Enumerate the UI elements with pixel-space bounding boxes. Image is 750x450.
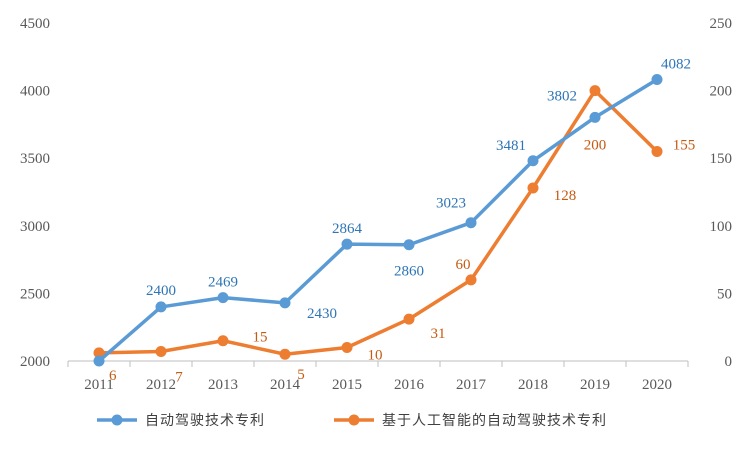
data-label: 31 xyxy=(431,326,446,342)
data-labels-layer: 2400 2469 2430 2864 2860 3023 3481 3802 4082 6 7 15… xyxy=(109,57,695,386)
y-right-tick-label: 200 xyxy=(710,84,733,100)
series-1-point xyxy=(403,313,415,325)
x-tick-label: 2019 xyxy=(580,377,610,393)
data-label: 2430 xyxy=(307,306,337,322)
series-1-point xyxy=(217,335,229,347)
series-0-point xyxy=(279,297,291,309)
data-label: 7 xyxy=(175,370,183,386)
y-left-tick-label: 4000 xyxy=(20,84,50,100)
x-tick-label: 2018 xyxy=(518,377,548,393)
x-tick-label: 2020 xyxy=(642,377,672,393)
legend-label: 基于人工智能的自动驾驶技术专利 xyxy=(382,412,607,429)
y-left-tick-label: 4500 xyxy=(20,16,50,32)
series-0-point xyxy=(341,238,353,250)
data-label: 5 xyxy=(297,367,305,383)
series-1-point xyxy=(527,182,539,194)
series-1-point xyxy=(279,348,291,360)
x-tick-label: 2017 xyxy=(456,377,487,393)
data-label: 155 xyxy=(673,137,696,153)
series-1-point xyxy=(341,341,353,353)
series-0-point xyxy=(589,111,601,123)
data-label: 3802 xyxy=(547,88,577,104)
series-0-point xyxy=(651,74,663,86)
data-label: 3023 xyxy=(436,196,466,212)
series-0-point xyxy=(527,155,539,167)
y-right-tick-label: 250 xyxy=(710,16,733,32)
data-label: 2864 xyxy=(332,221,363,237)
series-0-point xyxy=(465,217,477,229)
data-label: 2400 xyxy=(146,283,176,299)
series-1-point xyxy=(93,347,105,359)
data-label: 3481 xyxy=(496,138,526,154)
y-right-tick-label: 50 xyxy=(717,286,732,302)
y-left-tick-label: 2500 xyxy=(20,286,50,302)
x-tick-label: 2016 xyxy=(394,377,425,393)
data-label: 2469 xyxy=(208,275,238,291)
series-1-point xyxy=(589,85,601,97)
x-tick-label: 2015 xyxy=(332,377,362,393)
y-right-tick-label: 150 xyxy=(710,151,733,167)
legend: 自动驾驶技术专利 基于人工智能的自动驾驶技术专利 xyxy=(97,412,607,429)
series-line-1 xyxy=(97,88,659,356)
data-label: 2860 xyxy=(394,264,424,280)
x-tick-label: 2014 xyxy=(270,377,301,393)
series-1-point xyxy=(155,346,167,358)
y-right-tick-label: 100 xyxy=(710,219,733,235)
series-1-point xyxy=(465,274,477,286)
y-right-tick-label: 0 xyxy=(725,354,733,370)
legend-swatch-marker xyxy=(348,414,360,426)
series-0-point xyxy=(403,239,415,251)
series-layer xyxy=(93,74,663,367)
series-0-point xyxy=(155,301,167,313)
data-label: 4082 xyxy=(661,57,691,73)
y-left-tick-label: 3500 xyxy=(20,151,50,167)
x-tick-label: 2011 xyxy=(84,377,113,393)
legend-swatch-marker xyxy=(111,414,123,426)
x-tick-label: 2013 xyxy=(208,377,238,393)
data-label: 200 xyxy=(584,138,607,154)
series-1-point xyxy=(651,145,663,157)
y-left-tick-label: 2000 xyxy=(20,354,50,370)
data-label: 10 xyxy=(368,347,383,363)
x-tick-label: 2012 xyxy=(146,377,176,393)
data-label: 6 xyxy=(109,368,117,384)
data-label: 128 xyxy=(554,188,577,204)
series-0-point xyxy=(93,355,105,367)
series-0-point xyxy=(217,292,229,304)
data-label: 60 xyxy=(456,257,471,273)
series-line-0 xyxy=(97,77,659,363)
axes-layer: 2011 2012 2013 2014 2015 2016 2017 2018 2019 2020… xyxy=(20,16,732,393)
legend-label: 自动驾驶技术专利 xyxy=(145,413,265,429)
y-left-tick-label: 3000 xyxy=(20,219,50,235)
data-label: 15 xyxy=(253,330,268,346)
